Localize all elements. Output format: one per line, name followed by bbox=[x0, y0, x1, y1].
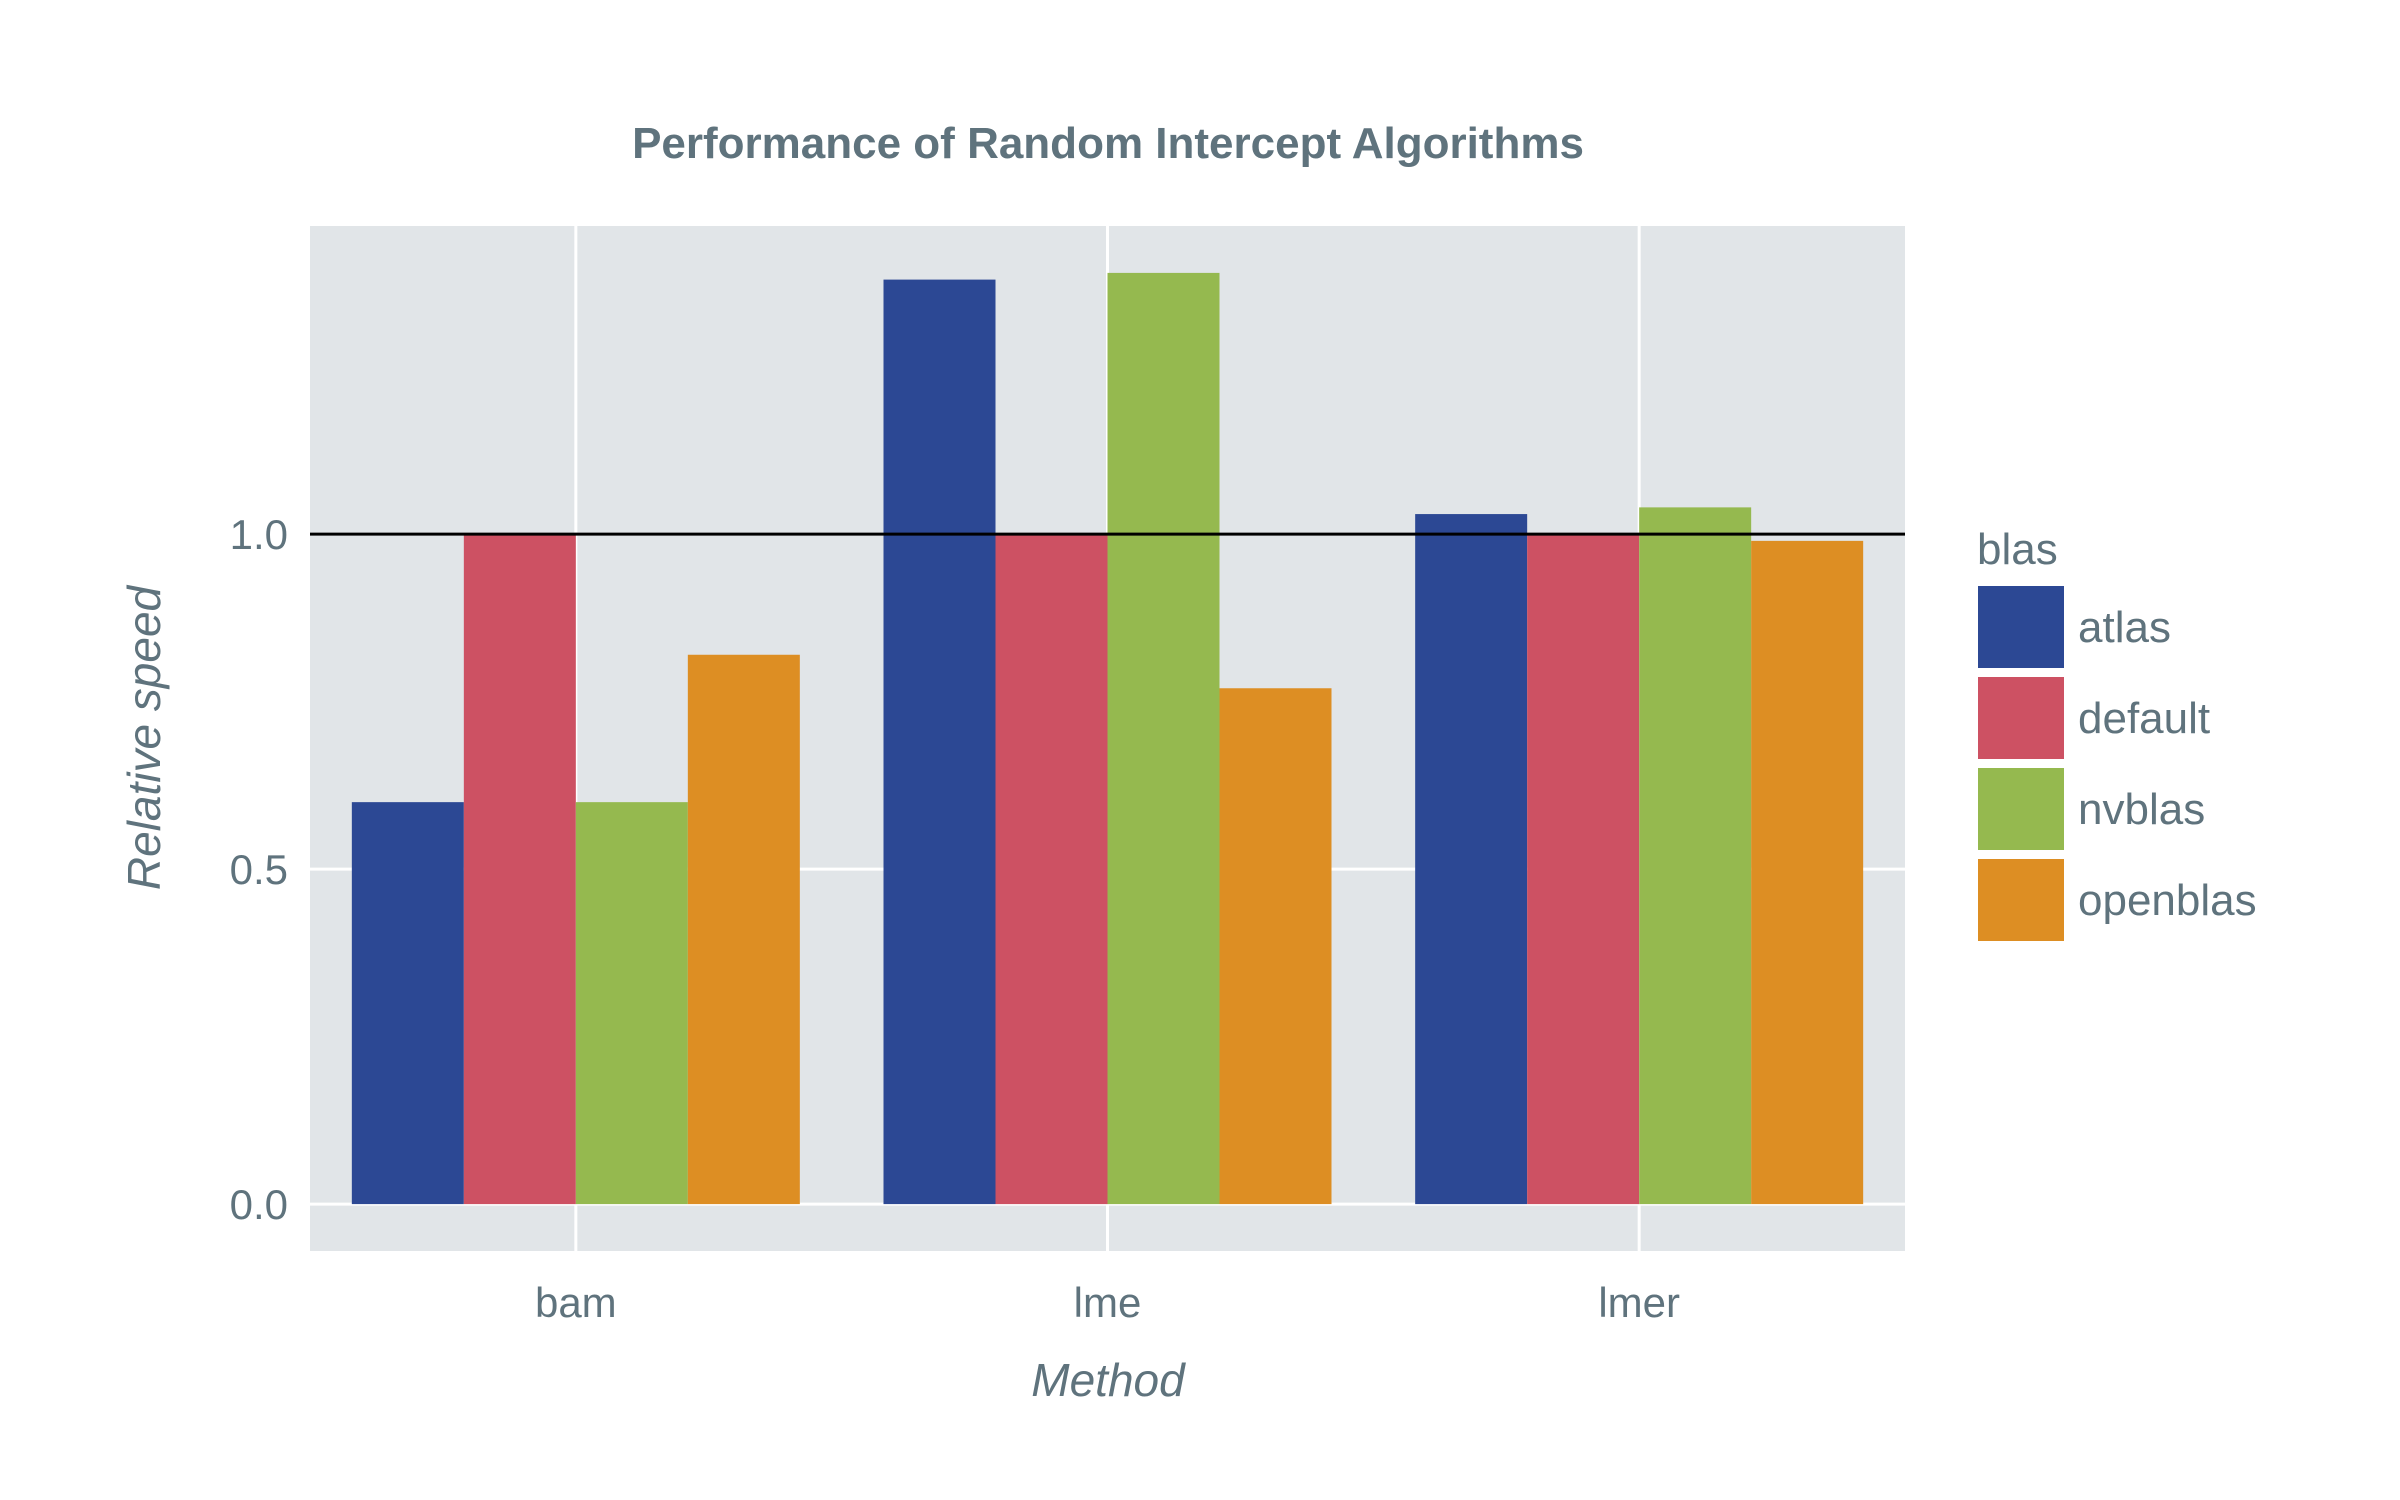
x-tick-label-lme: lme bbox=[1074, 1279, 1142, 1326]
legend-item-openblas: openblas bbox=[2078, 876, 2257, 925]
y-axis-title: Relative speed bbox=[118, 584, 170, 890]
y-axis-ticks: 0.0 0.5 1.0 bbox=[230, 511, 288, 1228]
bar-default-lme bbox=[995, 534, 1108, 1205]
bars bbox=[351, 272, 1864, 1205]
bar-openblas-lme bbox=[1219, 688, 1332, 1205]
x-axis-ticks: bam lme lmer bbox=[535, 1279, 1680, 1326]
legend-item-atlas: atlas bbox=[2078, 603, 2171, 652]
x-axis-title: Method bbox=[1031, 1354, 1186, 1406]
legend-swatch-openblas bbox=[1978, 859, 2064, 941]
y-tick-label: 0.5 bbox=[230, 846, 288, 893]
legend-item-nvblas: nvblas bbox=[2078, 785, 2205, 834]
bar-nvblas-lme bbox=[1107, 272, 1220, 1205]
legend-swatch-atlas bbox=[1978, 586, 2064, 668]
bar-atlas-bam bbox=[351, 802, 464, 1205]
legend-swatch-nvblas bbox=[1978, 768, 2064, 850]
bar-atlas-lme bbox=[883, 279, 996, 1205]
x-tick-label-bam: bam bbox=[535, 1279, 617, 1326]
y-tick-label: 1.0 bbox=[230, 511, 288, 558]
y-tick-label: 0.0 bbox=[230, 1181, 288, 1228]
bar-openblas-lmer bbox=[1751, 540, 1864, 1205]
bar-nvblas-bam bbox=[575, 802, 688, 1205]
bar-nvblas-lmer bbox=[1639, 507, 1752, 1205]
bar-default-bam bbox=[463, 534, 576, 1205]
bar-openblas-bam bbox=[687, 654, 800, 1205]
bar-atlas-lmer bbox=[1415, 514, 1528, 1205]
legend-swatch-default bbox=[1978, 677, 2064, 759]
chart-title: Performance of Random Intercept Algorith… bbox=[632, 119, 1584, 168]
plot-area bbox=[310, 226, 1905, 1251]
bar-default-lmer bbox=[1527, 534, 1640, 1205]
legend-item-default: default bbox=[2078, 694, 2210, 743]
x-tick-label-lmer: lmer bbox=[1598, 1279, 1680, 1326]
legend-title: blas bbox=[1977, 525, 2058, 574]
legend: blas atlas default nvblas openblas bbox=[1977, 525, 2257, 941]
